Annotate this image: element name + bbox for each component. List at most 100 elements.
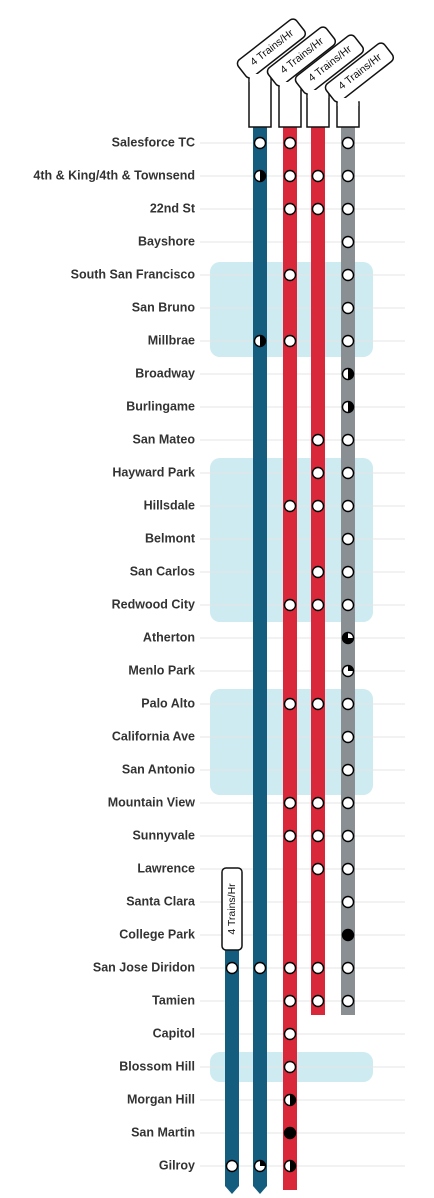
line-label-stem [278,85,302,128]
stop-fill [290,1160,296,1172]
line-body [283,125,297,1190]
stop-circle [341,202,355,216]
stop-fill [342,632,354,644]
stop [341,994,355,1008]
stop [341,631,355,645]
stop-circle [283,829,297,843]
stop [341,202,355,216]
stop-circle [283,598,297,612]
station-name: San Mateo [132,432,195,446]
stop [283,136,297,150]
station-name: Menlo Park [128,663,195,677]
stop [283,268,297,282]
stop [283,1027,297,1041]
station-name: Broadway [135,366,195,380]
stop-circle [341,928,355,942]
station-name: 22nd St [150,201,196,215]
stop-circle [283,961,297,975]
train-line: 4 Trains/Hr [294,34,365,1015]
stop-circle [311,829,325,843]
stop [283,1093,297,1107]
stop-circle [283,796,297,810]
line-label-box [221,867,243,951]
line-label-stem [306,93,330,128]
station-name: Salesforce TC [112,135,195,149]
stop [311,433,325,447]
station-name: Palo Alto [141,696,195,710]
line-body [225,950,239,1194]
stop-circle [341,994,355,1008]
stop [311,499,325,513]
stop [311,796,325,810]
station-name: Santa Clara [126,894,196,908]
stop-fill [260,170,266,182]
station-name: San Bruno [132,300,196,314]
stop-circle [341,829,355,843]
stop-fill [260,335,266,347]
stop [253,169,267,183]
stop-circle [311,433,325,447]
stop [283,169,297,183]
stop-circle [283,1027,297,1041]
joint-cover [279,82,301,90]
station-name: Sunnyvale [132,828,195,842]
station-name: Bayshore [138,234,195,248]
stop-circle [341,862,355,876]
stop-circle [283,136,297,150]
stop [311,598,325,612]
train-line: 4 Trains/Hr [266,26,337,1190]
stop [341,235,355,249]
stop [341,763,355,777]
stop [341,730,355,744]
train-line: 4 Trains/Hr [221,867,243,1194]
stop [283,598,297,612]
stop [311,829,325,843]
station-name: Millbrae [148,333,195,347]
stop-circle [311,499,325,513]
stop-circle [283,1060,297,1074]
stop [341,433,355,447]
line-body [253,125,267,1194]
stop-circle [311,862,325,876]
stop-circle [341,532,355,546]
station-name: San Jose Diridon [93,960,195,974]
station-name: Mountain View [108,795,196,809]
joint-cover [307,90,329,98]
stop-circle [341,499,355,513]
stop-circle [341,466,355,480]
station-name: College Park [119,927,195,941]
station-name: Belmont [145,531,196,545]
line-label: 4 Trains/Hr [226,883,238,935]
stop-circle [341,565,355,579]
stop [341,367,355,381]
line-label-stem [248,77,272,128]
stop [341,928,355,942]
stop [311,466,325,480]
stop [253,1159,267,1173]
joint-cover [337,98,359,106]
stop [311,565,325,579]
stop-circle [311,202,325,216]
stop-circle [341,730,355,744]
stop-circle [253,961,267,975]
line-label-box [266,26,337,87]
stop-fill [348,665,354,671]
station-name: Capitol [153,1026,195,1040]
stop [341,466,355,480]
station-name: Burlingame [126,399,195,413]
stop-circle [253,136,267,150]
stop-circle [341,136,355,150]
station-labels: Salesforce TC 4th & King/4th & Townsend 22… [33,135,196,1172]
stop-circle [341,433,355,447]
stop-circle [341,763,355,777]
stop-circle [225,961,239,975]
stop-circle [311,697,325,711]
stop [311,994,325,1008]
stop [283,796,297,810]
station-name: Lawrence [137,861,195,875]
stop-circle [341,235,355,249]
stop [253,136,267,150]
stop-circle [283,499,297,513]
stop [311,169,325,183]
station-name: Redwood City [112,597,195,611]
